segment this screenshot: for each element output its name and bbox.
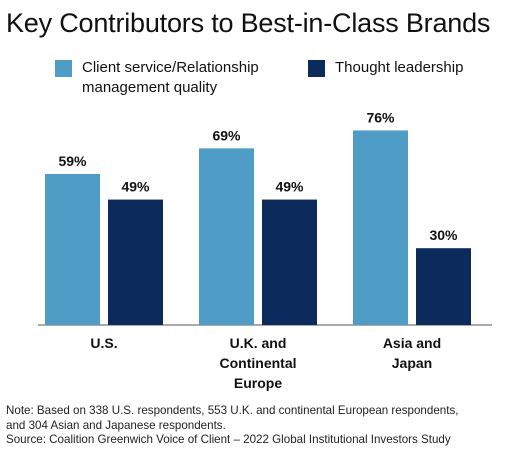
- note-line-2: and 304 Asian and Japanese respondents.: [6, 418, 226, 432]
- bar-asia-and-japan-series-1: [353, 130, 408, 325]
- data-label-u-k-and-continental-europe-series-2: 49%: [275, 179, 304, 195]
- data-label-u-k-and-continental-europe-series-1: 69%: [212, 127, 241, 143]
- chart-footnote: Note: Based on 338 U.S. respondents, 553…: [6, 404, 506, 448]
- category-label-asia-and-japan: Asia and Japan: [383, 335, 441, 371]
- data-label-asia-and-japan-series-1: 76%: [366, 109, 395, 125]
- legend-item-client-service: Client service/Relationship management q…: [55, 58, 295, 98]
- bar-u-k-and-continental-europe-series-2: [262, 199, 317, 325]
- legend-label-thought-leadership: Thought leadership: [335, 59, 464, 76]
- legend-item-thought-leadership: Thought leadership: [308, 58, 508, 78]
- source-line: Source: Coalition Greenwich Voice of Cli…: [6, 433, 451, 446]
- category-label-u-k-and-continental-europe: U.K. and Continental Europe: [220, 335, 297, 391]
- chart-title: Key Contributors to Best-in-Class Brands: [6, 8, 491, 38]
- data-label-asia-and-japan-series-2: 30%: [429, 227, 458, 243]
- data-label-u-s-series-2: 49%: [121, 179, 150, 195]
- legend-swatch-thought-leadership: [308, 60, 325, 77]
- note-line-1: Note: Based on 338 U.S. respondents, 553…: [6, 404, 459, 417]
- bar-asia-and-japan-series-2: [416, 248, 471, 325]
- legend-swatch-client-service: [55, 60, 72, 77]
- bar-chart: 59% 49% U.S. 69% 49% U.K. and Continental Europ…: [38, 109, 492, 391]
- bar-u-s-series-2: [108, 199, 163, 325]
- category-label-u-s: U.S.: [90, 335, 117, 351]
- bar-u-s-series-1: [45, 173, 100, 325]
- bar-u-k-and-continental-europe-series-1: [199, 148, 254, 325]
- legend-label-client-service: Client service/Relationship management q…: [82, 59, 259, 96]
- data-label-u-s-series-1: 59%: [58, 153, 87, 169]
